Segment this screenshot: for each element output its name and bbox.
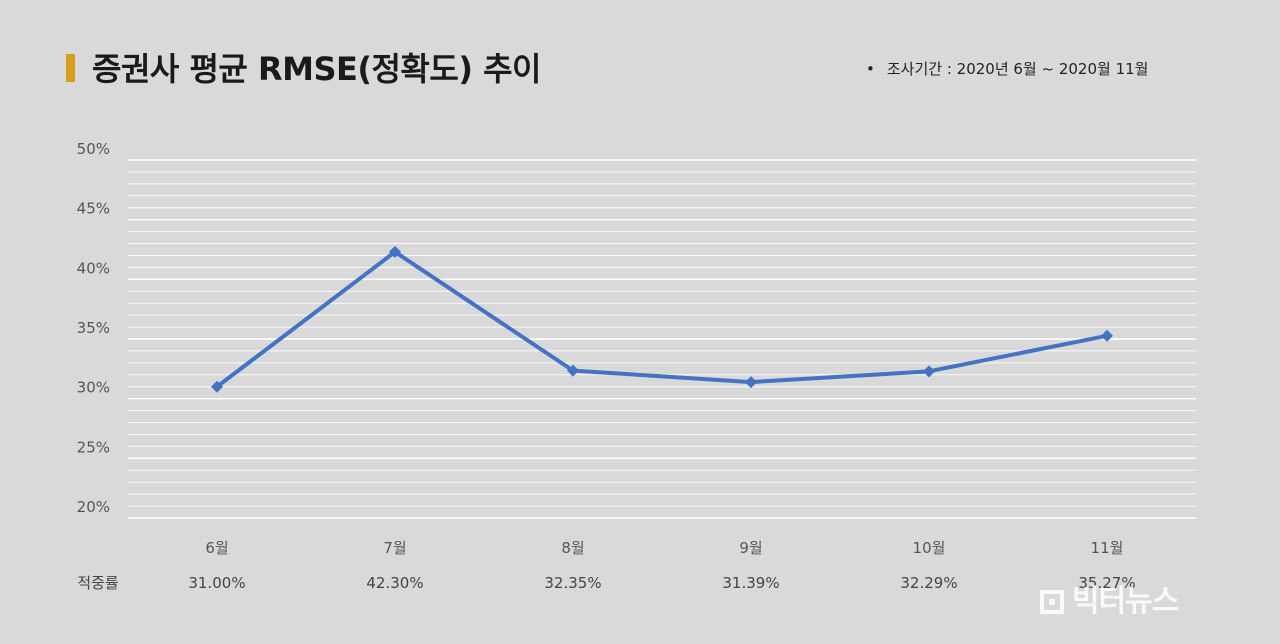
series-line <box>215 249 1109 389</box>
x-tick-label: 9월 <box>739 539 762 557</box>
x-tick-label: 10월 <box>913 539 946 557</box>
y-tick-label: 45% <box>77 200 110 218</box>
accuracy-row: 적중률 31.00% 42.30% 32.35% 31.39% 32.29% 35.27% <box>77 574 1135 592</box>
watermark-logo-icon <box>1040 590 1064 614</box>
survey-period-text: 조사기간 : 2020년 6월 ~ 2020월 11월 <box>886 60 1149 78</box>
y-tick-label: 25% <box>77 438 110 456</box>
grid-lines <box>128 159 1196 519</box>
data-value-label: 42.30% <box>366 574 423 592</box>
y-axis-ticks: 20% 25% 30% 35% 40% 45% 50% <box>77 140 110 516</box>
data-value-label: 31.00% <box>188 574 245 592</box>
data-value-label: 35.27% <box>1078 574 1135 592</box>
bullet-icon: • <box>866 60 875 78</box>
series-markers <box>211 245 1113 393</box>
data-point-marker <box>211 380 223 393</box>
data-point-marker <box>1101 329 1113 342</box>
data-point-marker <box>923 365 935 378</box>
y-tick-label: 50% <box>77 140 110 158</box>
page-title: 증권사 평균 RMSE(정확도) 추이 <box>92 50 541 88</box>
x-tick-label: 7월 <box>383 539 406 557</box>
survey-period: • 조사기간 : 2020년 6월 ~ 2020월 11월 <box>866 58 1148 79</box>
data-value-label: 32.29% <box>900 574 957 592</box>
x-tick-label: 11월 <box>1091 539 1124 557</box>
y-tick-label: 20% <box>77 498 110 516</box>
data-point-marker <box>567 364 579 377</box>
watermark: 빅터뉴스 <box>1040 576 1179 620</box>
data-value-label: 32.35% <box>544 574 601 592</box>
data-value-label: 31.39% <box>722 574 779 592</box>
x-tick-label: 8월 <box>561 539 584 557</box>
row-label: 적중률 <box>77 574 119 592</box>
x-axis-ticks: 6월 7월 8월 9월 10월 11월 <box>205 539 1123 557</box>
watermark-text: 빅터뉴스 <box>1072 584 1179 619</box>
data-point-marker <box>389 245 401 258</box>
series-polyline <box>215 249 1109 389</box>
y-tick-label: 35% <box>77 319 110 337</box>
data-point-marker <box>745 376 757 389</box>
x-tick-label: 6월 <box>205 539 228 557</box>
y-tick-label: 40% <box>77 259 110 277</box>
title-accent-bar <box>66 54 75 82</box>
y-tick-label: 30% <box>77 379 110 397</box>
